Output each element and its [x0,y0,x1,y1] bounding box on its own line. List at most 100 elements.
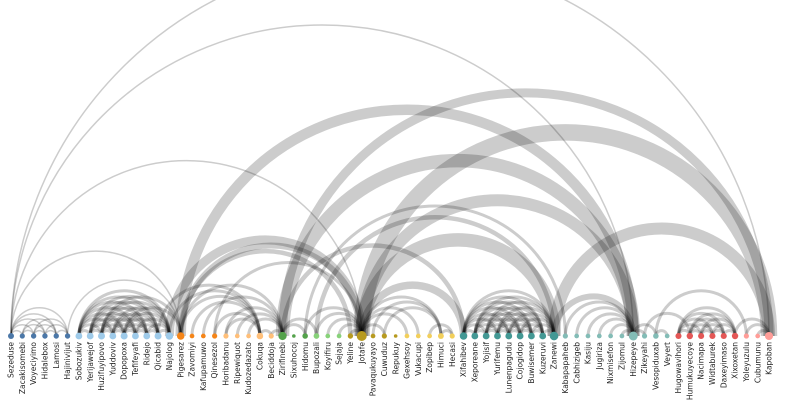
node-label: Kudozedazato [244,342,253,395]
arc-link-30 [100,323,126,337]
node-marker [165,332,174,340]
node-label: Ripewiquot [233,342,242,384]
arc-link-95 [371,300,443,337]
node-label: Hugowavihori [674,342,683,394]
arc-link-147 [643,311,692,337]
node-label: Cabhizigeb [572,342,581,384]
node-label: Zavomiyi [188,342,197,377]
node-label: Jugiriza [595,342,604,371]
node-label: Pigesarez [176,342,185,378]
node-label: Yerijawejof [86,342,95,383]
arc-link-75 [275,153,640,337]
node-label: Sejaja [335,342,344,365]
arc-link-57 [100,295,183,337]
node-marker [120,332,128,340]
node-label: Yeline [346,342,355,365]
node-marker [653,333,659,339]
node-label: Cojogidop [516,342,525,380]
arc-link-110 [473,312,522,337]
arc-link-24 [88,317,126,337]
node-marker [562,333,568,339]
arc-link-63 [179,294,262,337]
node-label: Cubumunu [753,342,762,383]
arc-link-82 [314,214,557,337]
arc-link-115 [484,323,511,337]
arc-link-152 [676,306,737,337]
node-label: Yojisif [482,342,491,364]
node-label: Buwisemer [527,341,536,384]
node-label: Kafupamuwo [199,342,208,391]
arc-link-138 [575,306,635,337]
arc-link-3 [10,313,57,337]
arc-link-66 [201,295,285,337]
arc-link-51 [10,24,634,337]
node-label: Hidalebox [41,341,50,379]
arc-link-146 [654,289,748,337]
node-label: Hidomu [301,342,310,371]
arc-link-34 [100,300,171,337]
node-marker [619,333,625,339]
arc-link-130 [518,323,545,337]
node-marker [608,333,613,339]
arc-link-37 [111,317,149,337]
node-labels: Sezeduse Zacakisomebi Voyeciyimo Hidalebox L… [7,341,774,400]
node-label: Zanewi [550,342,559,369]
arc-link-2 [10,318,46,337]
node-label: Pavaqukuyayo [369,342,378,397]
node-label: Kasiju [584,342,593,364]
node-marker [313,333,320,339]
node-marker [415,333,421,339]
node-label: Zacakisomebi [18,342,27,394]
node-marker [427,333,432,339]
arc-links [10,0,778,337]
arc-link-43 [122,311,171,337]
arc-link-89 [355,194,640,337]
node-label: Xifahibev [459,341,468,377]
arc-link-87 [353,124,778,337]
arc-link-104 [462,300,533,337]
node-marker [528,332,535,340]
node-marker [381,333,387,339]
arc-link-31 [100,317,137,337]
arc-link-83 [314,311,364,337]
node-label: Xeporeane [470,342,479,383]
node-marker [393,334,398,338]
node-marker [176,332,185,340]
arc-link-48 [145,323,171,337]
node-marker [585,333,591,339]
arc-link-136 [551,293,637,337]
node-label: Vesopiduxab [651,342,660,390]
arc-link-101 [462,317,499,337]
arc-link-135 [548,222,775,337]
arc-link-20 [77,295,160,337]
arc-link-119 [484,300,556,337]
arc-link-151 [676,311,726,337]
node-label: Sixuhocoj [289,342,298,378]
arc-link-124 [495,306,556,337]
arc-link-118 [484,306,545,337]
node-marker [278,331,287,341]
arc-link-17 [77,312,126,337]
node-marker [212,333,218,339]
arc-link-32 [100,312,149,337]
node-label: Daxeyimaso [719,342,728,389]
node-label: Xixoxetan [731,342,740,379]
arc-link-69 [235,312,285,337]
node-label: Jotafe [357,342,366,365]
node-label: Dopopoxa [120,342,129,380]
node-label: Cokuqa [256,342,265,370]
arc-link-113 [473,295,556,337]
arc-link-9 [32,324,57,337]
arc-link-19 [77,300,149,337]
node-marker [698,332,705,340]
arc-link-42 [122,317,160,337]
node-marker [189,333,195,339]
node-marker [109,332,117,340]
arc-link-50 [10,0,770,337]
arc-link-27 [88,300,160,337]
arc-link-6 [21,324,46,337]
node-label: Kabapapaheb [561,342,570,394]
node-label: Himuci [437,342,446,368]
node-marker [256,332,264,340]
